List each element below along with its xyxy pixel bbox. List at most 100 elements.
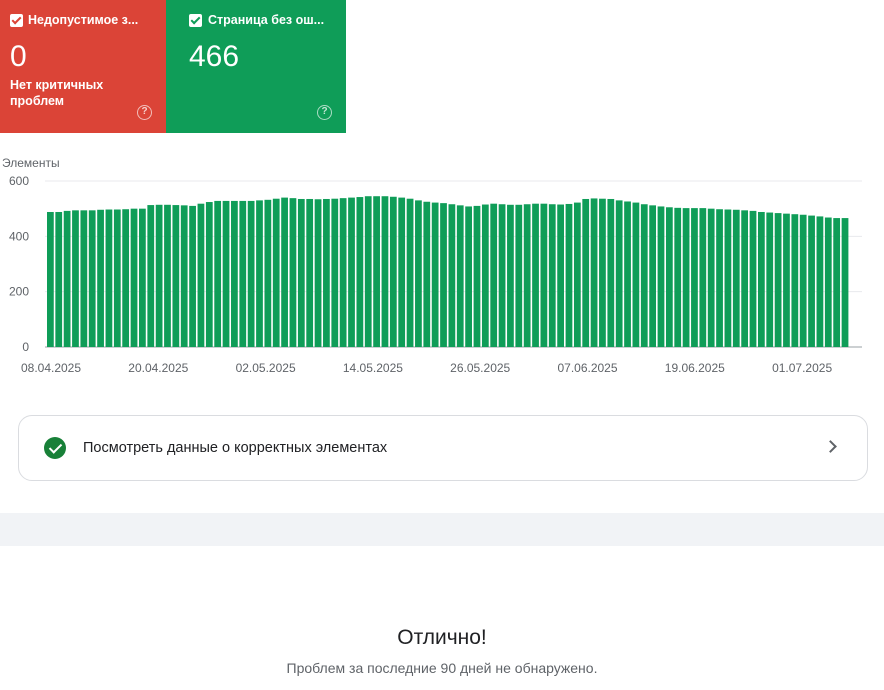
chart-bar[interactable] (323, 198, 330, 347)
chart-bar[interactable] (440, 203, 447, 347)
chart-bar[interactable] (774, 213, 782, 347)
chart-bar[interactable] (757, 211, 765, 347)
chart-bar[interactable] (766, 212, 774, 347)
chart-bar[interactable] (172, 205, 180, 347)
chart-bar[interactable] (707, 208, 715, 347)
checkbox-icon[interactable] (10, 14, 23, 27)
chart-bar[interactable] (113, 209, 121, 348)
chart-bar[interactable] (122, 209, 130, 347)
chart-bar[interactable] (649, 205, 657, 347)
chart-bar[interactable] (674, 207, 682, 347)
chart-bar[interactable] (824, 217, 832, 347)
chart-bar[interactable] (256, 200, 263, 347)
chart-bar[interactable] (297, 198, 305, 347)
metric-valid[interactable]: Страница без ош... 466 ? (166, 0, 346, 133)
chart-bar[interactable] (481, 204, 489, 347)
chart-bar[interactable] (105, 209, 113, 348)
chart-bar[interactable] (80, 210, 88, 347)
chart-bar[interactable] (272, 198, 280, 347)
chart-bar[interactable] (490, 203, 498, 347)
chart-bar[interactable] (548, 204, 556, 347)
chart-bar[interactable] (833, 218, 841, 347)
chart-bar[interactable] (732, 209, 740, 347)
chart-bar[interactable] (657, 206, 665, 347)
chart-bar[interactable] (197, 203, 205, 347)
chart-bar[interactable] (741, 210, 749, 347)
chart-bar[interactable] (507, 204, 514, 347)
chart-bar[interactable] (791, 214, 799, 347)
chart-bar[interactable] (281, 197, 288, 347)
chart-bar[interactable] (97, 209, 104, 347)
chart-bar[interactable] (147, 205, 155, 347)
chart-bar[interactable] (314, 199, 322, 347)
chart-bar[interactable] (682, 208, 690, 347)
chart-bar[interactable] (523, 204, 531, 347)
chart-bar[interactable] (640, 204, 648, 347)
chart-bar[interactable] (473, 205, 481, 347)
chart-bar[interactable] (247, 200, 255, 347)
chart-bar[interactable] (231, 200, 238, 347)
chart-bar[interactable] (264, 199, 272, 347)
chart-bar[interactable] (557, 204, 564, 347)
chart-bar[interactable] (665, 207, 673, 347)
chart-bar[interactable] (423, 201, 431, 347)
chart-bar[interactable] (348, 197, 355, 347)
chart-bar[interactable] (532, 203, 539, 347)
chart-bar[interactable] (164, 204, 171, 347)
chart-bar[interactable] (456, 205, 464, 347)
chart-bar[interactable] (406, 198, 414, 347)
help-circle-icon[interactable]: ? (317, 105, 332, 120)
chart-bar[interactable] (699, 208, 707, 347)
chart-bar[interactable] (816, 216, 824, 347)
chart-bar[interactable] (356, 197, 364, 347)
chart-bar[interactable] (189, 205, 196, 347)
chart-bar[interactable] (339, 198, 347, 347)
chart-bar[interactable] (808, 215, 815, 347)
chart-bar[interactable] (540, 203, 548, 347)
chart-bar[interactable] (724, 209, 732, 348)
chart-bar[interactable] (205, 202, 213, 347)
chart-bar[interactable] (599, 198, 606, 347)
chart-bar[interactable] (498, 204, 506, 347)
chart-bar[interactable] (373, 196, 380, 347)
chart-bar[interactable] (55, 211, 63, 347)
chart-bar[interactable] (590, 198, 598, 347)
chart-bar[interactable] (515, 204, 523, 347)
metric-invalid[interactable]: Недопустимое з... 0 Нет критичных пробле… (0, 0, 166, 133)
chart-bar[interactable] (624, 201, 631, 347)
chart-bar[interactable] (448, 204, 456, 347)
chart-bar[interactable] (331, 198, 339, 347)
help-circle-icon[interactable]: ? (137, 105, 152, 120)
chart-bar[interactable] (841, 218, 849, 347)
checkbox-icon[interactable] (189, 14, 202, 27)
chart-bar[interactable] (47, 211, 54, 347)
chart-bar[interactable] (565, 203, 573, 347)
chart-bar[interactable] (306, 198, 314, 347)
chart-bar[interactable] (364, 196, 372, 347)
chart-bar[interactable] (72, 210, 79, 347)
chevron-right-icon[interactable] (824, 440, 837, 453)
chart-bar[interactable] (582, 198, 590, 347)
chart-bar[interactable] (607, 198, 615, 347)
chart-bar[interactable] (398, 197, 406, 347)
chart-bar[interactable] (749, 210, 757, 347)
chart-bar[interactable] (783, 213, 790, 347)
chart-bar[interactable] (88, 210, 96, 347)
chart-bar[interactable] (465, 206, 472, 347)
chart-bar[interactable] (389, 196, 397, 347)
chart-bar[interactable] (222, 200, 230, 347)
chart-bar[interactable] (691, 208, 698, 347)
chart-bar[interactable] (632, 202, 640, 347)
chart-bar[interactable] (239, 200, 247, 347)
chart-bar[interactable] (381, 196, 389, 347)
chart-bar[interactable] (155, 204, 163, 347)
chart-bar[interactable] (431, 202, 439, 347)
chart-bar[interactable] (415, 200, 422, 347)
chart-bar[interactable] (63, 210, 71, 347)
chart-bar[interactable] (130, 208, 138, 347)
chart-bar[interactable] (799, 214, 807, 347)
chart-bar[interactable] (615, 200, 623, 347)
chart-bar[interactable] (289, 198, 297, 347)
chart-bar[interactable] (139, 208, 146, 347)
chart-bar[interactable] (214, 200, 222, 347)
